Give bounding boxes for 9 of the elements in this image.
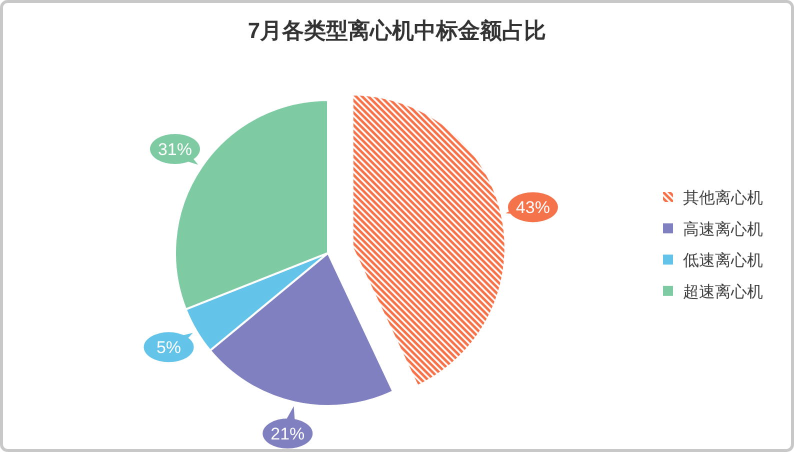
data-label: 21% <box>270 424 305 444</box>
legend-label: 高速离心机 <box>683 220 763 238</box>
chart-title: 7月各类型离心机中标金额占比 <box>248 18 546 43</box>
data-label: 31% <box>158 140 192 160</box>
data-label: 43% <box>516 198 550 218</box>
legend-label: 其他离心机 <box>683 189 763 207</box>
legend-label: 低速离心机 <box>683 252 763 270</box>
data-label: 5% <box>156 338 182 358</box>
legend-label: 超速离心机 <box>683 282 763 301</box>
